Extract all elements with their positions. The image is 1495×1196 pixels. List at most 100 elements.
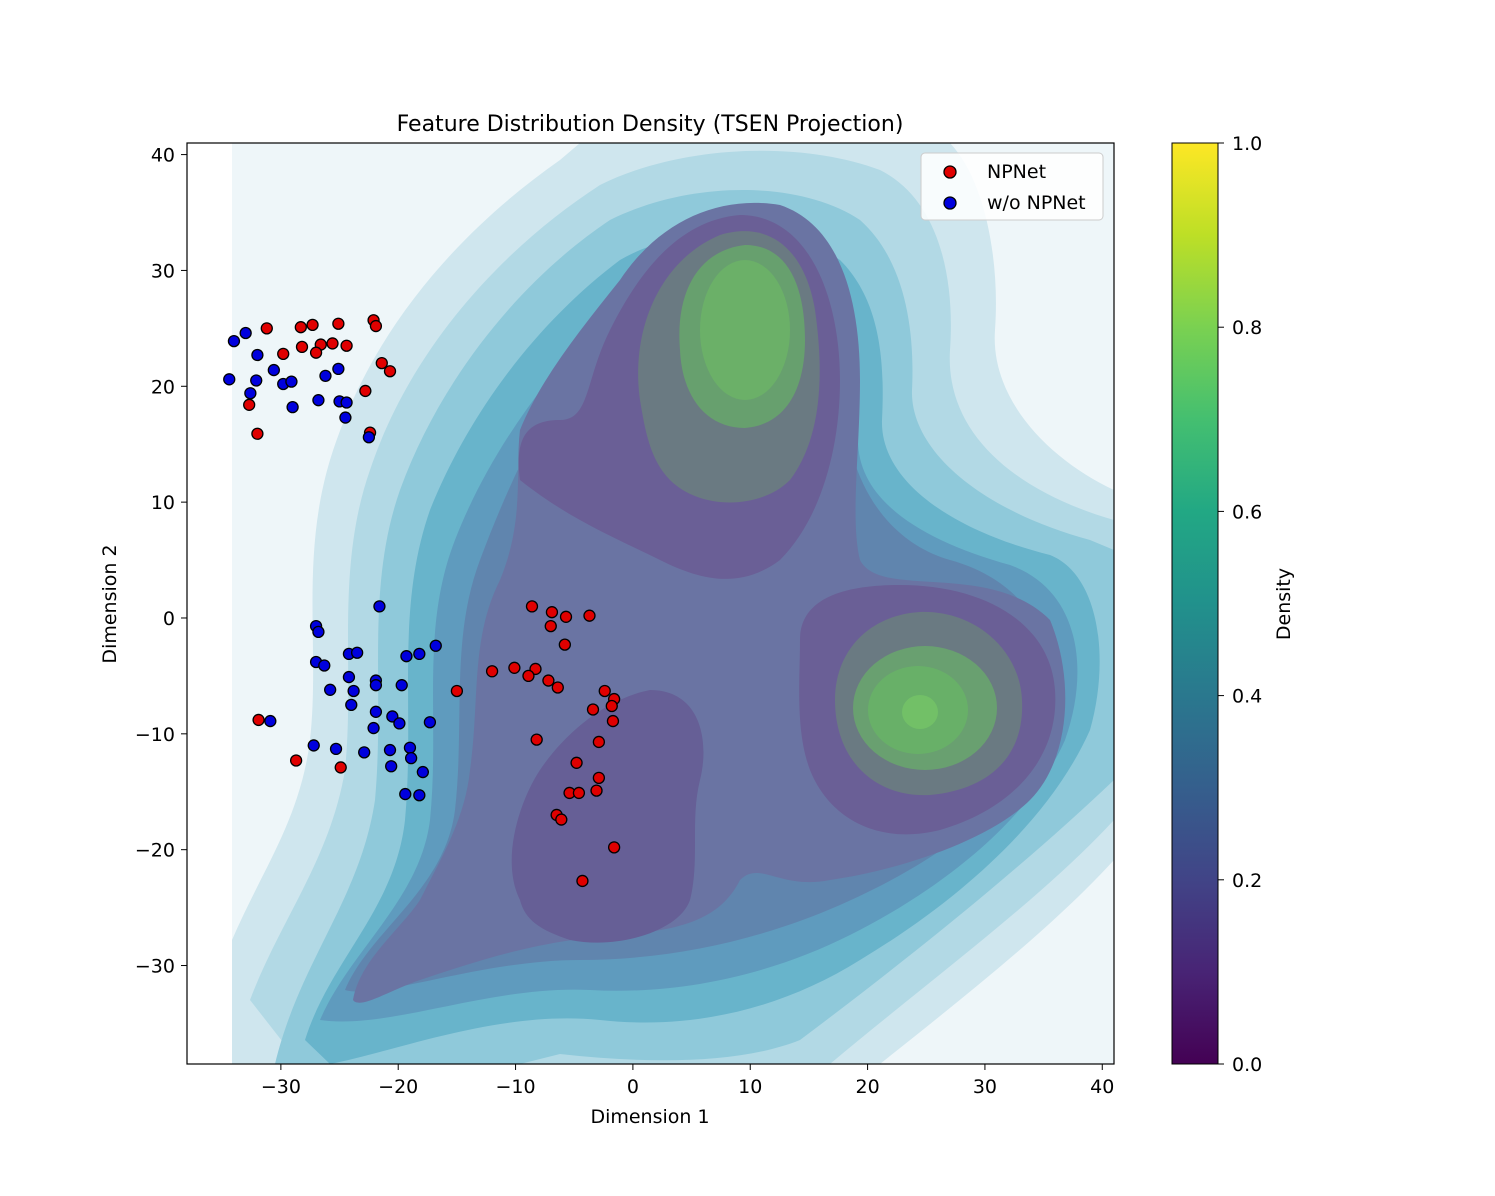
point-wo-npnet	[413, 789, 426, 802]
point-npnet	[558, 638, 571, 651]
point-npnet	[334, 761, 347, 774]
point-wo-npnet	[373, 600, 386, 613]
density-contours	[232, 143, 1114, 1064]
y-axis-ticks: −30 −20 −10 0 10 20 30 40	[135, 145, 187, 978]
point-npnet	[598, 684, 611, 698]
x-tick-label: 0	[627, 1076, 639, 1098]
point-wo-npnet	[347, 684, 360, 698]
legend-label-wo-npnet: w/o NPNet	[987, 192, 1086, 214]
y-tick-label: −10	[135, 724, 175, 746]
y-tick-label: 30	[151, 260, 175, 282]
x-axis-label: Dimension 1	[590, 1106, 709, 1128]
point-wo-npnet	[267, 363, 280, 377]
point-wo-npnet	[239, 326, 252, 340]
point-wo-npnet	[362, 431, 376, 444]
point-npnet	[606, 714, 620, 728]
point-wo-npnet	[339, 411, 352, 424]
chart-title: Feature Distribution Density (TSEN Proje…	[397, 112, 904, 137]
point-npnet	[340, 339, 353, 352]
point-wo-npnet	[340, 396, 353, 409]
y-tick-label: −20	[135, 840, 175, 862]
point-npnet	[306, 318, 319, 332]
point-npnet	[326, 337, 339, 350]
point-wo-npnet	[385, 760, 398, 773]
point-npnet	[605, 699, 618, 713]
point-wo-npnet	[319, 369, 332, 383]
point-npnet	[545, 606, 559, 619]
point-wo-npnet	[393, 717, 406, 730]
point-npnet	[525, 600, 539, 613]
colorbar-tick-label: 1.0	[1232, 133, 1262, 155]
x-axis-ticks: −30 −20 −10 0 10 20 30 40	[261, 1064, 1114, 1098]
point-wo-npnet	[423, 716, 437, 729]
x-tick-label: −10	[496, 1076, 536, 1098]
point-wo-npnet	[369, 679, 383, 692]
plot-frame	[186, 142, 1115, 1065]
density-peak-1	[700, 260, 790, 400]
point-npnet	[251, 427, 264, 440]
point-npnet	[289, 754, 303, 767]
point-wo-npnet	[286, 400, 299, 414]
legend-label-npnet: NPNet	[987, 161, 1046, 183]
point-wo-npnet	[318, 659, 331, 672]
colorbar-tick-label: 0.6	[1232, 501, 1262, 523]
point-npnet	[309, 346, 323, 359]
point-wo-npnet	[223, 373, 236, 386]
colorbar-ticks: 0.0 0.2 0.4 0.6 0.8 1.0	[1218, 133, 1262, 1076]
colorbar-label: Density	[1273, 568, 1295, 640]
point-npnet	[260, 322, 273, 335]
point-npnet	[485, 665, 499, 678]
legend-marker-wo-npnet	[943, 196, 957, 210]
point-wo-npnet	[403, 741, 417, 754]
point-npnet	[576, 874, 589, 888]
y-tick-label: 20	[151, 376, 175, 398]
x-tick-label: 10	[738, 1076, 762, 1098]
x-tick-label: −30	[261, 1076, 301, 1098]
point-wo-npnet	[285, 375, 298, 388]
y-axis-label: Dimension 2	[99, 544, 121, 663]
colorbar-tick-label: 0.4	[1232, 686, 1262, 708]
y-tick-label: 10	[151, 492, 175, 514]
point-wo-npnet	[329, 742, 343, 756]
density-peak-core	[902, 695, 938, 729]
point-npnet	[332, 317, 345, 330]
point-wo-npnet	[358, 746, 371, 759]
point-wo-npnet	[413, 647, 426, 661]
point-npnet	[592, 771, 606, 785]
legend-box	[920, 152, 1104, 221]
point-wo-npnet	[345, 698, 358, 712]
point-wo-npnet	[395, 679, 408, 692]
scatter-points	[223, 314, 621, 888]
point-wo-npnet	[332, 362, 345, 376]
point-wo-npnet	[429, 639, 442, 652]
point-wo-npnet	[312, 625, 325, 639]
x-tick-label: −20	[378, 1076, 418, 1098]
point-npnet	[544, 619, 557, 633]
point-npnet	[559, 610, 573, 623]
point-wo-npnet	[342, 670, 356, 684]
point-npnet	[570, 756, 583, 769]
point-wo-npnet	[400, 650, 413, 663]
point-wo-npnet	[367, 721, 380, 735]
point-npnet	[590, 784, 603, 797]
point-wo-npnet	[383, 743, 397, 757]
point-wo-npnet	[227, 334, 241, 348]
point-npnet	[375, 356, 388, 370]
point-npnet	[383, 365, 397, 378]
point-npnet	[555, 813, 568, 826]
point-npnet	[592, 735, 606, 749]
point-npnet	[530, 733, 543, 746]
x-tick-label: 20	[855, 1076, 879, 1098]
point-wo-npnet	[312, 394, 325, 407]
point-npnet	[295, 340, 309, 354]
x-tick-label: 40	[1090, 1076, 1114, 1098]
y-tick-label: −30	[135, 956, 175, 978]
density-level-10	[511, 690, 704, 943]
point-wo-npnet	[264, 714, 277, 728]
point-wo-npnet	[244, 387, 257, 400]
colorbar-gradient	[1171, 142, 1219, 1065]
point-wo-npnet	[250, 374, 263, 387]
point-npnet	[252, 713, 265, 727]
point-npnet	[369, 319, 383, 333]
